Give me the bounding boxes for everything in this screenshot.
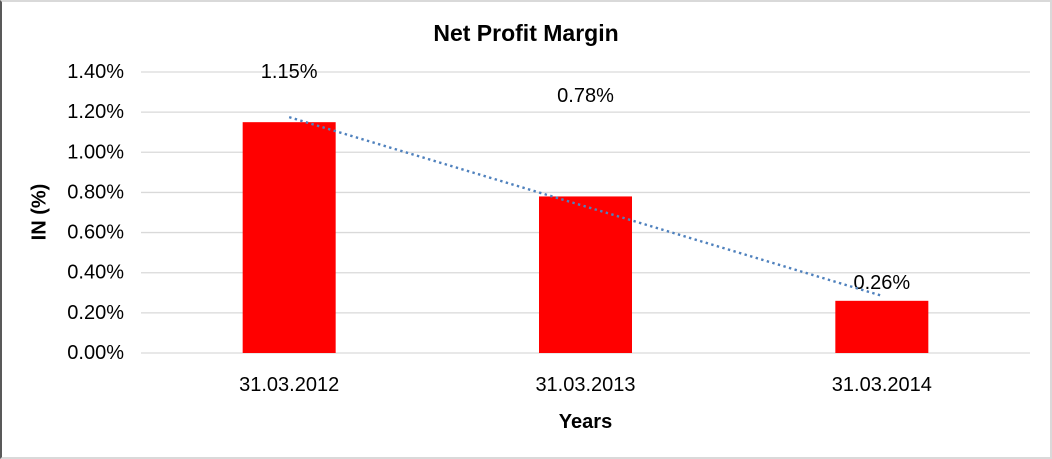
trendline: [288, 116, 883, 297]
bar: [539, 196, 632, 353]
data-label: 0.78%: [557, 85, 614, 107]
y-tick-label: 0.00%: [67, 342, 124, 364]
bar: [242, 122, 336, 353]
x-axis-title: Years: [558, 411, 613, 433]
bar: [835, 300, 929, 353]
data-label: 0.26%: [853, 272, 910, 294]
y-tick-label: 1.00%: [67, 141, 124, 163]
x-tick-label: 31.03.2012: [239, 374, 339, 396]
y-tick-label: 1.20%: [67, 101, 124, 123]
x-tick-label: 31.03.2013: [535, 374, 635, 396]
y-tick-label: 0.60%: [67, 222, 124, 244]
y-tick-label: 0.20%: [67, 302, 124, 324]
y-tick-label: 0.40%: [67, 262, 124, 284]
x-tick-label: 31.03.2014: [832, 374, 932, 396]
y-tick-label: 0.80%: [67, 181, 124, 203]
chart-title: Net Profit Margin: [433, 20, 619, 46]
y-tick-label: 1.40%: [67, 61, 124, 83]
data-label: 1.15%: [261, 61, 318, 83]
